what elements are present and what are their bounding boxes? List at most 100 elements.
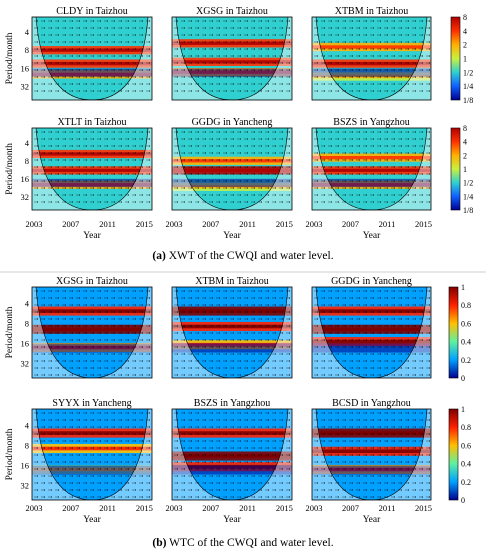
low-power-band [312,343,431,353]
power-band-core [172,168,292,173]
x-tick-label: 2003 [26,219,43,229]
power-band-core [32,327,152,332]
x-tick-label: 2007 [62,503,79,513]
cone-of-influence [32,128,152,210]
colorbar-tick-label: 1/4 [463,82,473,91]
panel-frame [31,286,153,379]
y-tick-label: 32 [21,480,30,490]
power-band-core [312,168,431,173]
colorbar-tick-label: 8 [463,13,467,22]
low-power-band [32,178,152,188]
power-band-core [172,41,292,45]
power-band-core [312,156,431,160]
colorbar-tick-label: 1 [463,55,467,64]
y-tick-label: 32 [21,358,30,368]
coi-line [35,287,149,378]
colorbar-tick-label: 2 [463,41,467,50]
low-power-band [172,465,292,475]
colorbar-tick-label: 1/4 [463,192,473,201]
caption-a: (a) XWT of the CWQI and water level. [152,250,333,262]
panel-cldy-in-taizhou [32,17,152,100]
power-band-core [312,327,431,332]
y-axis-label: Period/month [5,32,15,84]
low-power-band [172,68,292,77]
y-tick-label: 8 [25,318,29,328]
colorbar-tick-label: 1 [461,405,465,414]
cone-of-influence [312,17,431,100]
panel-frame [171,16,293,101]
x-tick-label: 2015 [136,219,153,229]
panel-frame [31,16,153,101]
coi-line [315,17,428,100]
x-tick-label: 2011 [379,219,396,229]
power-band-core [172,324,292,329]
x-tick-label: 2007 [342,219,359,229]
panel-ggdg-in-yancheng [312,287,431,378]
caption-b: (b) WTC of the CWQI and water level. [152,537,333,549]
x-tick-label: 2015 [276,219,293,229]
colorbar-tick-label: 0.6 [461,441,471,450]
x-axis-label: Year [363,515,381,525]
power-band-core [32,309,152,313]
panel-frame [171,286,293,379]
colorbar-tick-label: 2 [463,151,467,160]
y-axis-label: Period/month [5,306,15,358]
y-tick-label: 4 [25,298,30,308]
colorbar-tick-label: 8 [463,124,467,133]
y-axis-label: Period/month [5,143,15,195]
coi-line [35,128,149,210]
x-tick-label: 2011 [239,503,256,513]
colorbar [450,127,461,211]
colorbar-tick-label: 4 [463,138,467,147]
panel-ggdg-in-yancheng [172,128,292,210]
cone-of-influence [172,17,292,100]
y-tick-label: 16 [21,174,30,184]
x-tick-label: 2011 [99,219,116,229]
x-tick-label: 2003 [166,219,183,229]
colorbar-tick-label: 0.4 [461,338,471,347]
x-tick-label: 2011 [99,503,116,513]
x-tick-label: 2003 [166,503,183,513]
labels-layer: CLDY in Taizhou 4 8 16 32 Period/month XGSG in… [5,6,473,525]
power-band-core [172,454,292,458]
x-tick-label: 2011 [379,503,396,513]
x-axis-label: Year [223,231,241,241]
panel-title: XTBM in Taizhou [195,276,269,287]
power-band-core [172,309,292,313]
x-tick-label: 2015 [415,219,432,229]
x-tick-label: 2007 [202,503,219,513]
panels-layer [31,16,461,501]
power-band-core [32,152,152,156]
panel-title: XTBM in Taizhou [335,6,409,17]
panel-bcsd-in-yangzhou [312,409,431,500]
panel-title: GGDG in Yancheng [192,117,273,128]
panel-title: XTLT in Taizhou [57,117,126,128]
power-band-core [312,309,431,313]
colorbar-tick-label: 1 [463,165,467,174]
panel-frame [311,408,432,501]
panel-frame [311,127,432,211]
cone-of-influence [312,128,431,210]
panel-background [32,17,152,100]
low-power-band [32,343,152,353]
panel-frame [311,286,432,379]
low-power-band [312,68,431,77]
power-band-core [172,431,292,435]
power-band-core [172,159,292,163]
cone-of-influence [172,128,292,210]
x-axis-label: Year [83,231,101,241]
x-tick-label: 2007 [62,219,79,229]
colorbar-tick-label: 1 [461,283,465,292]
panel-xgsg-in-taizhou [172,17,292,100]
colorbar [448,286,459,379]
panel-syyx-in-yancheng [32,409,152,500]
colorbar-tick-label: 0.8 [461,301,471,310]
power-band-core [312,339,431,344]
panel-frame [31,127,153,211]
power-band-core [312,61,431,66]
colorbar-tick-label: 0.2 [461,478,471,487]
power-band-core [32,446,152,451]
colorbar-tick-label: 0 [461,496,465,505]
panel-title: BSZS in Yangzhou [333,117,409,128]
